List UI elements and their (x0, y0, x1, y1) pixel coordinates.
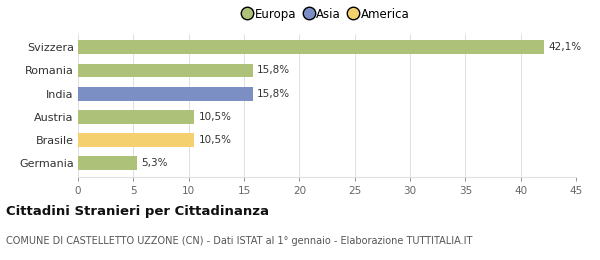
Bar (78, 110, 194, 124)
Bar (78, 87, 253, 101)
Bar (78, 133, 194, 147)
Bar (78, 40, 544, 54)
Text: 42,1%: 42,1% (548, 42, 581, 52)
Bar (78, 156, 137, 170)
Text: 10,5%: 10,5% (199, 112, 232, 122)
Legend: Europa, Asia, America: Europa, Asia, America (244, 8, 410, 21)
Text: 5,3%: 5,3% (141, 158, 167, 168)
Bar (78, 63, 253, 77)
Text: COMUNE DI CASTELLETTO UZZONE (CN) - Dati ISTAT al 1° gennaio - Elaborazione TUTT: COMUNE DI CASTELLETTO UZZONE (CN) - Dati… (6, 236, 472, 246)
Text: Cittadini Stranieri per Cittadinanza: Cittadini Stranieri per Cittadinanza (6, 205, 269, 218)
Text: 15,8%: 15,8% (257, 66, 290, 75)
Text: 10,5%: 10,5% (199, 135, 232, 145)
Text: 15,8%: 15,8% (257, 89, 290, 99)
